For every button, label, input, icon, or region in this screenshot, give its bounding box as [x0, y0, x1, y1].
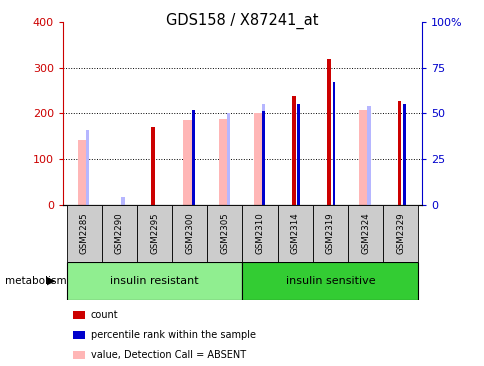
Bar [242, 262, 418, 300]
Bar [277, 205, 312, 262]
Text: insulin resistant: insulin resistant [110, 276, 198, 286]
Bar [262, 111, 264, 205]
Bar [297, 104, 300, 205]
Bar [327, 59, 330, 205]
Bar [172, 205, 207, 262]
Text: metabolism: metabolism [5, 276, 66, 286]
Text: ▶: ▶ [46, 276, 55, 286]
Bar [242, 205, 277, 262]
Bar [66, 262, 242, 300]
Text: value, Detection Call = ABSENT: value, Detection Call = ABSENT [91, 350, 245, 360]
Text: count: count [91, 310, 118, 320]
Bar [218, 119, 228, 205]
Bar [382, 205, 418, 262]
Bar [77, 139, 88, 205]
Text: GSM2310: GSM2310 [255, 212, 264, 254]
Text: GDS158 / X87241_at: GDS158 / X87241_at [166, 13, 318, 29]
Bar [192, 110, 194, 205]
Bar [397, 101, 400, 205]
Text: GSM2324: GSM2324 [361, 212, 369, 254]
Text: GSM2300: GSM2300 [185, 212, 194, 254]
Bar [348, 205, 382, 262]
Text: GSM2314: GSM2314 [290, 212, 299, 254]
Text: GSM2285: GSM2285 [79, 212, 89, 254]
Bar [151, 127, 154, 205]
Bar [136, 205, 172, 262]
Text: GSM2319: GSM2319 [325, 213, 334, 254]
Bar [312, 205, 348, 262]
Text: GSM2305: GSM2305 [220, 212, 229, 254]
Text: percentile rank within the sample: percentile rank within the sample [91, 330, 255, 340]
Bar [86, 130, 89, 205]
Text: GSM2290: GSM2290 [115, 213, 123, 254]
Text: GSM2329: GSM2329 [395, 213, 405, 254]
Bar [102, 205, 136, 262]
Bar [121, 197, 124, 205]
Bar [66, 205, 102, 262]
Bar [359, 110, 368, 205]
Text: insulin sensitive: insulin sensitive [285, 276, 375, 286]
Bar [402, 104, 405, 205]
Text: GSM2295: GSM2295 [150, 213, 159, 254]
Bar [207, 205, 242, 262]
Bar [332, 82, 335, 205]
Bar [183, 120, 193, 205]
Bar [253, 113, 263, 205]
Bar [226, 113, 230, 205]
Bar [291, 96, 295, 205]
Bar [367, 106, 370, 205]
Bar [261, 104, 265, 205]
